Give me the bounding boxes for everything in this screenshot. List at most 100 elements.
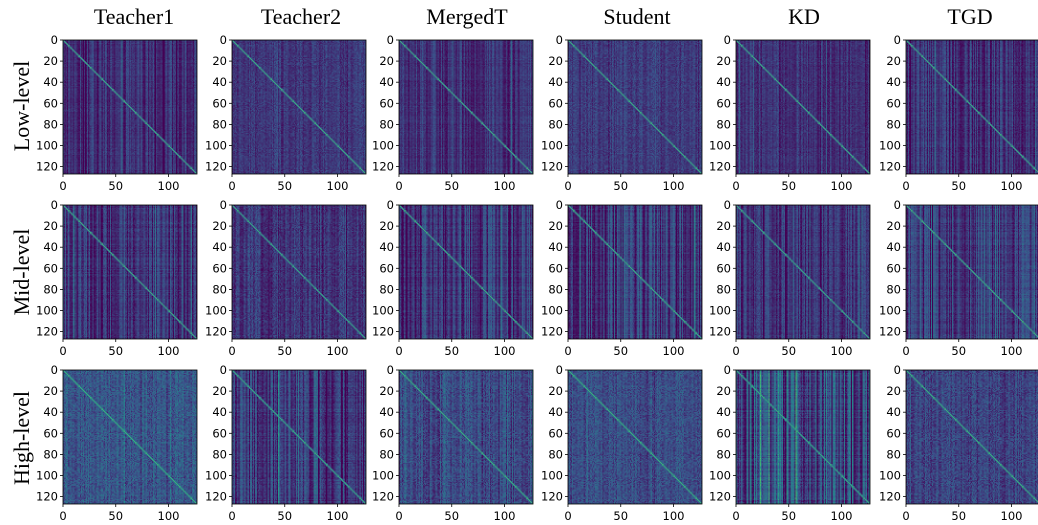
y-tick-label: 40 (548, 240, 563, 254)
x-tick-label: 0 (395, 509, 402, 523)
y-tick-label: 120 (879, 325, 901, 339)
y-tick-label: 40 (212, 405, 227, 419)
x-tick-label: 50 (444, 179, 459, 193)
y-tick-label: 60 (379, 96, 394, 110)
y-tick-label: 20 (716, 219, 731, 233)
y-tick-label: 40 (212, 240, 227, 254)
heatmap-image (63, 370, 197, 504)
y-tick-label: 80 (43, 117, 58, 131)
y-tick-label: 80 (43, 282, 58, 296)
y-tick-label: 40 (379, 405, 394, 419)
y-tick-label: 120 (372, 325, 394, 339)
y-tick-label: 60 (212, 261, 227, 275)
column-title-student: Student (603, 4, 671, 29)
heatmap-image (736, 40, 870, 174)
heatmap-image (736, 370, 870, 504)
heatmap-frame (735, 39, 871, 175)
y-tick-label: 0 (894, 363, 901, 377)
x-tick-label: 100 (1001, 509, 1023, 523)
heatmap-frame (62, 39, 198, 175)
x-tick-label: 100 (327, 179, 349, 193)
column-title-kd: KD (788, 4, 820, 29)
x-tick-label: 100 (831, 344, 853, 358)
y-tick-label: 100 (879, 304, 901, 318)
y-tick-label: 0 (387, 198, 394, 212)
y-tick-label: 80 (379, 117, 394, 131)
heatmap-image (399, 40, 533, 174)
y-tick-label: 80 (886, 447, 901, 461)
x-tick-label: 50 (444, 509, 459, 523)
x-tick-label: 100 (663, 509, 685, 523)
y-tick-label: 80 (886, 117, 901, 131)
y-tick-label: 80 (886, 282, 901, 296)
column-title-tgd: TGD (947, 4, 993, 29)
y-tick-label: 40 (716, 240, 731, 254)
heatmap-frame (905, 369, 1038, 505)
y-tick-label: 20 (548, 219, 563, 233)
y-tick-label: 80 (716, 282, 731, 296)
y-tick-label: 80 (43, 447, 58, 461)
y-tick-label: 120 (205, 325, 227, 339)
x-tick-label: 0 (395, 344, 402, 358)
y-tick-label: 120 (36, 325, 58, 339)
heatmap-image (906, 370, 1038, 504)
y-tick-label: 80 (548, 447, 563, 461)
y-tick-label: 0 (220, 363, 227, 377)
heatmap-image (232, 40, 366, 174)
y-tick-label: 120 (36, 160, 58, 174)
x-tick-label: 50 (444, 344, 459, 358)
y-tick-label: 0 (894, 198, 901, 212)
x-tick-label: 0 (902, 179, 909, 193)
x-tick-label: 100 (158, 344, 180, 358)
x-tick-label: 100 (831, 509, 853, 523)
y-tick-label: 100 (541, 469, 563, 483)
y-tick-label: 0 (220, 198, 227, 212)
y-tick-label: 100 (709, 139, 731, 153)
y-tick-label: 20 (886, 384, 901, 398)
y-tick-label: 80 (716, 447, 731, 461)
y-tick-label: 100 (205, 469, 227, 483)
x-tick-label: 50 (951, 344, 966, 358)
x-tick-label: 100 (494, 509, 516, 523)
x-tick-label: 0 (564, 179, 571, 193)
y-tick-label: 0 (556, 33, 563, 47)
x-tick-label: 50 (277, 509, 292, 523)
x-tick-label: 0 (59, 509, 66, 523)
x-tick-label: 0 (59, 344, 66, 358)
y-tick-label: 40 (379, 240, 394, 254)
y-tick-label: 40 (548, 75, 563, 89)
y-tick-label: 60 (43, 261, 58, 275)
y-tick-label: 60 (379, 261, 394, 275)
x-tick-label: 0 (902, 509, 909, 523)
y-tick-label: 100 (36, 469, 58, 483)
y-tick-label: 120 (541, 490, 563, 504)
x-tick-label: 100 (831, 179, 853, 193)
x-tick-label: 0 (732, 179, 739, 193)
y-tick-label: 60 (379, 426, 394, 440)
heatmap-image (399, 370, 533, 504)
heatmap-image (906, 205, 1038, 339)
x-tick-label: 100 (494, 344, 516, 358)
y-tick-label: 120 (372, 160, 394, 174)
x-tick-label: 50 (951, 179, 966, 193)
heatmap-frame (231, 369, 367, 505)
y-tick-label: 40 (43, 240, 58, 254)
y-tick-label: 120 (879, 490, 901, 504)
x-tick-label: 50 (108, 509, 123, 523)
x-tick-label: 0 (564, 509, 571, 523)
heatmap-frame (567, 39, 703, 175)
heatmap-frame (735, 369, 871, 505)
y-tick-label: 20 (548, 384, 563, 398)
